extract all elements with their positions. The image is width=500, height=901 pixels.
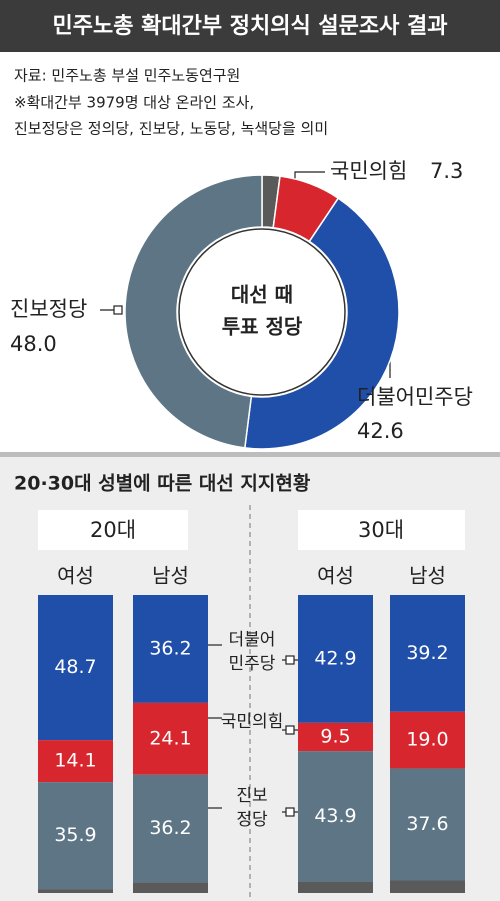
slice-value: 48.0 xyxy=(10,332,57,356)
note: ※확대간부 3979명 대상 온라인 조사, xyxy=(14,94,254,112)
bar-segment xyxy=(298,595,373,723)
category-label: 남성 xyxy=(152,564,189,588)
value-label: 43.9 xyxy=(314,805,356,827)
category-label: 여성 xyxy=(317,564,354,588)
bar-segment xyxy=(38,782,113,890)
value-label: 36.2 xyxy=(149,637,191,659)
value-label: 48.7 xyxy=(54,656,96,678)
value-label: 42.9 xyxy=(314,647,356,669)
value-label: 9.5 xyxy=(320,725,350,747)
bar-segment xyxy=(38,595,113,741)
value-label: 37.6 xyxy=(406,813,448,835)
bar-segment xyxy=(133,702,208,775)
bar-segment xyxy=(38,740,113,783)
page-title: 민주노총 확대간부 정치의식 설문조사 결과 xyxy=(53,14,448,39)
title-bar xyxy=(0,0,500,52)
bar-segment xyxy=(133,774,208,883)
slice-value: 7.3 xyxy=(430,159,463,183)
donut-hole xyxy=(178,228,346,396)
center-label: 투표 정당 xyxy=(222,315,303,339)
donut-slice xyxy=(243,197,400,450)
value-label: 19.0 xyxy=(406,729,448,751)
category-label: 여성 xyxy=(57,564,94,588)
center-label: 대선 때 xyxy=(231,283,293,307)
bar-segment xyxy=(390,880,465,893)
value-label: 35.9 xyxy=(54,824,96,846)
legend-label: 국민의힘 xyxy=(221,712,284,732)
value-label: 14.1 xyxy=(54,750,96,772)
group-label: 20대 xyxy=(90,518,136,542)
value-label: 36.2 xyxy=(149,817,191,839)
slice-name: 진보정당 xyxy=(10,297,87,321)
value-label: 24.1 xyxy=(149,727,191,749)
legend-label: 더불어 민주당 xyxy=(229,630,276,674)
group-label: 30대 xyxy=(358,518,404,542)
note: 자료: 민주노총 부설 민주노동연구원 xyxy=(14,67,240,85)
bar-segment xyxy=(390,595,465,712)
bar-segment xyxy=(133,595,208,703)
note: 진보정당은 정의당, 진보당, 노동당, 녹색당을 의미 xyxy=(14,120,328,138)
legend-leaders xyxy=(208,644,298,817)
slice-value: 42.6 xyxy=(357,419,404,443)
category-label: 남성 xyxy=(409,564,446,588)
bar-segment xyxy=(390,711,465,769)
legend-label: 진보 정당 xyxy=(236,786,268,830)
group-box xyxy=(38,510,188,550)
bar-segment xyxy=(133,882,208,893)
bar-segment xyxy=(38,889,113,893)
group-box xyxy=(298,510,465,550)
bar-segment xyxy=(390,768,465,881)
value-label: 39.2 xyxy=(406,642,448,664)
bar-segment xyxy=(298,881,373,893)
bar-segment xyxy=(298,751,373,882)
chart-title: 20·30대 성별에 따른 대선 지지현황 xyxy=(14,472,311,495)
bar-segment xyxy=(298,722,373,752)
slice-name: 더불어민주당 xyxy=(357,385,473,409)
slice-name: 국민의힘 xyxy=(330,159,407,183)
donut-slice xyxy=(124,174,263,449)
divider xyxy=(0,452,500,457)
